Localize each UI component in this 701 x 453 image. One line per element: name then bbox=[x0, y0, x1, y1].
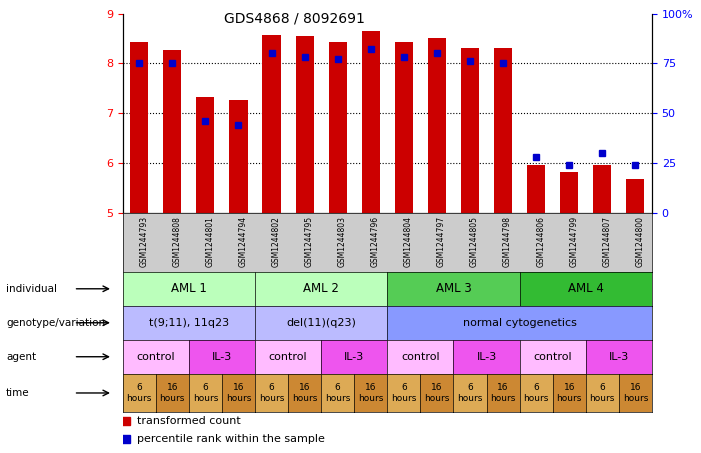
Text: GSM1244803: GSM1244803 bbox=[338, 216, 347, 267]
Text: genotype/variation: genotype/variation bbox=[6, 318, 105, 328]
Text: IL-3: IL-3 bbox=[344, 352, 365, 362]
Text: GSM1244806: GSM1244806 bbox=[536, 216, 545, 267]
Text: GSM1244797: GSM1244797 bbox=[437, 216, 446, 267]
Text: 6
hours: 6 hours bbox=[193, 383, 218, 403]
Text: AML 2: AML 2 bbox=[304, 282, 339, 295]
Text: GSM1244793: GSM1244793 bbox=[139, 216, 148, 267]
Text: AML 4: AML 4 bbox=[568, 282, 604, 295]
Text: control: control bbox=[533, 352, 572, 362]
Text: control: control bbox=[268, 352, 307, 362]
Bar bbox=[428, 38, 446, 213]
Text: 16
hours: 16 hours bbox=[292, 383, 318, 403]
Text: 16
hours: 16 hours bbox=[557, 383, 582, 403]
Text: AML 3: AML 3 bbox=[435, 282, 471, 295]
Text: GSM1244808: GSM1244808 bbox=[172, 216, 182, 267]
Text: 6
hours: 6 hours bbox=[259, 383, 284, 403]
Text: 16
hours: 16 hours bbox=[622, 383, 648, 403]
Bar bbox=[461, 48, 479, 213]
Text: GSM1244802: GSM1244802 bbox=[271, 216, 280, 267]
Bar bbox=[163, 50, 182, 213]
Text: control: control bbox=[137, 352, 175, 362]
Text: t(9;11), 11q23: t(9;11), 11q23 bbox=[149, 318, 229, 328]
Text: IL-3: IL-3 bbox=[477, 352, 497, 362]
Text: GDS4868 / 8092691: GDS4868 / 8092691 bbox=[224, 11, 365, 25]
Text: 6
hours: 6 hours bbox=[391, 383, 416, 403]
Bar bbox=[494, 48, 512, 213]
Bar bbox=[262, 35, 280, 213]
Text: GSM1244795: GSM1244795 bbox=[305, 216, 313, 267]
Bar bbox=[362, 31, 380, 213]
Text: 6
hours: 6 hours bbox=[457, 383, 483, 403]
Bar bbox=[130, 42, 149, 213]
Text: 16
hours: 16 hours bbox=[160, 383, 185, 403]
Text: GSM1244800: GSM1244800 bbox=[635, 216, 644, 267]
Text: IL-3: IL-3 bbox=[212, 352, 232, 362]
Bar bbox=[527, 164, 545, 213]
Text: 16
hours: 16 hours bbox=[226, 383, 251, 403]
Text: control: control bbox=[401, 352, 440, 362]
Text: IL-3: IL-3 bbox=[608, 352, 629, 362]
Text: AML 1: AML 1 bbox=[171, 282, 207, 295]
Text: GSM1244807: GSM1244807 bbox=[602, 216, 611, 267]
Text: 6
hours: 6 hours bbox=[325, 383, 350, 403]
Text: normal cytogenetics: normal cytogenetics bbox=[463, 318, 576, 328]
Text: percentile rank within the sample: percentile rank within the sample bbox=[137, 434, 325, 444]
Text: 16
hours: 16 hours bbox=[424, 383, 449, 403]
Text: 6
hours: 6 hours bbox=[524, 383, 549, 403]
Bar bbox=[593, 164, 611, 213]
Text: GSM1244801: GSM1244801 bbox=[205, 216, 215, 267]
Text: 6
hours: 6 hours bbox=[126, 383, 152, 403]
Text: agent: agent bbox=[6, 352, 36, 362]
Bar bbox=[560, 172, 578, 213]
Text: GSM1244805: GSM1244805 bbox=[470, 216, 479, 267]
Bar bbox=[626, 179, 644, 213]
Bar bbox=[229, 100, 247, 213]
Bar bbox=[395, 43, 413, 213]
Text: GSM1244796: GSM1244796 bbox=[371, 216, 380, 267]
Bar bbox=[196, 97, 215, 213]
Text: GSM1244798: GSM1244798 bbox=[503, 216, 512, 267]
Text: time: time bbox=[6, 388, 29, 398]
Text: 6
hours: 6 hours bbox=[590, 383, 615, 403]
Text: GSM1244804: GSM1244804 bbox=[404, 216, 413, 267]
Text: del(11)(q23): del(11)(q23) bbox=[286, 318, 356, 328]
Text: 16
hours: 16 hours bbox=[491, 383, 516, 403]
Text: individual: individual bbox=[6, 284, 57, 294]
Text: 16
hours: 16 hours bbox=[358, 383, 383, 403]
Text: transformed count: transformed count bbox=[137, 416, 241, 426]
Text: GSM1244799: GSM1244799 bbox=[569, 216, 578, 267]
Text: GSM1244794: GSM1244794 bbox=[238, 216, 247, 267]
Bar bbox=[329, 43, 347, 213]
Bar bbox=[296, 36, 314, 213]
